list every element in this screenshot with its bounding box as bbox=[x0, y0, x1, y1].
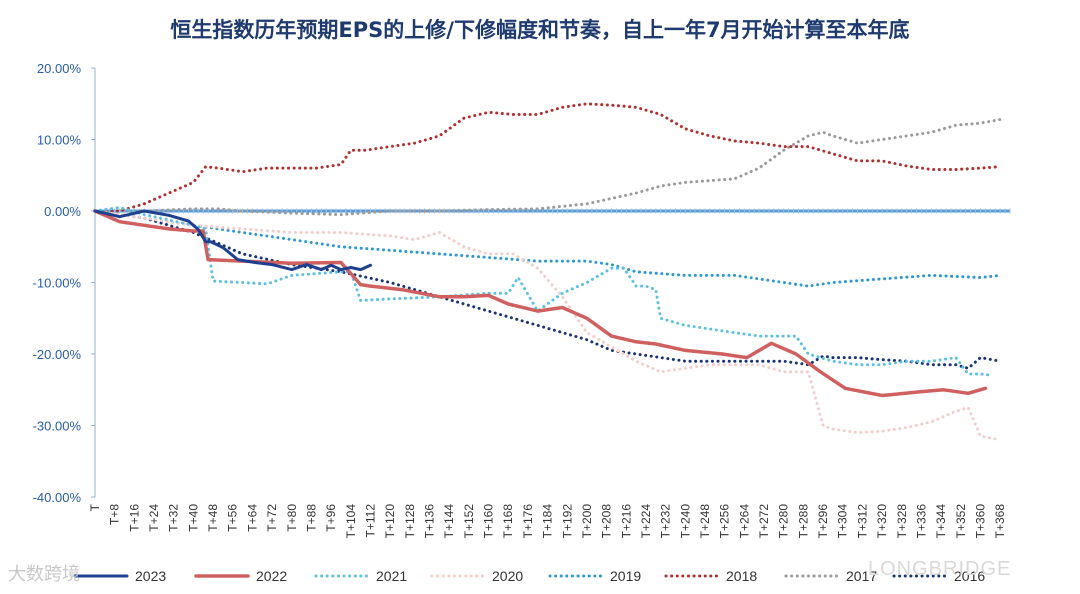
legend-label-2022: 2022 bbox=[256, 568, 287, 584]
x-tick-label: T+176 bbox=[521, 504, 535, 539]
legend-label-2021: 2021 bbox=[376, 568, 407, 584]
x-tick-label: T+112 bbox=[363, 504, 377, 538]
x-tick-label: T+72 bbox=[265, 504, 279, 532]
series-line-2022 bbox=[93, 209, 988, 398]
x-tick-label: T+8 bbox=[108, 504, 122, 525]
legend-label-2016: 2016 bbox=[954, 568, 985, 584]
y-tick-label: -30.00% bbox=[33, 419, 82, 434]
x-tick-label: T+216 bbox=[619, 504, 633, 539]
x-tick-label: T+128 bbox=[403, 504, 417, 539]
series-line-2017 bbox=[93, 118, 1002, 217]
y-tick-label: 0.00% bbox=[44, 204, 81, 219]
legend-label-2020: 2020 bbox=[492, 568, 523, 584]
y-tick-label: 20.00% bbox=[37, 61, 82, 76]
x-tick-label: T+344 bbox=[934, 504, 948, 539]
x-tick-label: T+136 bbox=[423, 504, 437, 539]
x-tick-label: T+280 bbox=[777, 504, 791, 539]
x-tick-label: T+32 bbox=[167, 504, 181, 532]
x-tick-label: T+360 bbox=[973, 504, 987, 539]
series-line-2021 bbox=[93, 205, 995, 377]
x-tick-label: T+96 bbox=[324, 504, 338, 532]
x-tick-label: T+16 bbox=[127, 504, 141, 532]
x-tick-label: T+240 bbox=[678, 504, 692, 539]
x-tick-label: T+64 bbox=[245, 504, 259, 532]
legend-label-2019: 2019 bbox=[610, 568, 641, 584]
x-tick-label: T+168 bbox=[501, 504, 515, 539]
x-tick-label: T+224 bbox=[639, 504, 653, 539]
series-line-2016 bbox=[93, 209, 1002, 370]
y-tick-label: 10.00% bbox=[37, 133, 82, 148]
series-line-2018 bbox=[93, 102, 1002, 213]
x-tick-label: T+48 bbox=[206, 504, 220, 532]
legend-label-2017: 2017 bbox=[846, 568, 877, 584]
series-line-2023 bbox=[93, 209, 372, 272]
x-tick-label: T+120 bbox=[383, 504, 397, 539]
x-tick-label: T+200 bbox=[580, 504, 594, 539]
x-tick-label: T+56 bbox=[226, 504, 240, 532]
watermark-logo-left: 大数跨境 bbox=[8, 564, 80, 585]
series-line-2019 bbox=[93, 209, 1002, 288]
x-tick-label: T+272 bbox=[757, 504, 771, 539]
x-tick-label: T+88 bbox=[304, 504, 318, 532]
series-line-2020 bbox=[93, 209, 1002, 442]
x-tick-label: T+256 bbox=[718, 504, 732, 539]
x-tick-label: T+288 bbox=[796, 504, 810, 539]
x-tick-label: T+24 bbox=[147, 504, 161, 532]
x-tick-label: T+208 bbox=[600, 504, 614, 539]
x-tick-label: T+40 bbox=[186, 504, 200, 532]
x-tick-label: T+80 bbox=[285, 504, 299, 532]
watermark-logo-right: LONGBRIDGE bbox=[868, 558, 1012, 580]
x-tick-label: T+368 bbox=[993, 504, 1007, 539]
x-tick-label: T+336 bbox=[914, 504, 928, 539]
y-tick-label: -20.00% bbox=[33, 347, 82, 362]
chart-title: 恒生指数历年预期EPS的上修/下修幅度和节奏，自上一年7月开始计算至本年底 bbox=[170, 18, 910, 42]
x-tick-label: T bbox=[88, 503, 102, 511]
y-tick-label: -40.00% bbox=[33, 490, 82, 505]
x-tick-label: T+248 bbox=[698, 504, 712, 539]
x-tick-label: T+232 bbox=[659, 504, 673, 539]
x-tick-label: T+312 bbox=[855, 504, 869, 539]
x-tick-label: T+160 bbox=[482, 504, 496, 539]
x-tick-label: T+320 bbox=[875, 504, 889, 539]
x-tick-label: T+352 bbox=[954, 504, 968, 539]
x-tick-label: T+184 bbox=[541, 504, 555, 539]
x-tick-label: T+104 bbox=[344, 504, 358, 539]
x-tick-label: T+192 bbox=[560, 504, 574, 539]
legend-label-2023: 2023 bbox=[135, 568, 166, 584]
x-tick-label: T+328 bbox=[895, 504, 909, 539]
legend-label-2018: 2018 bbox=[726, 568, 757, 584]
y-tick-label: -10.00% bbox=[33, 276, 82, 291]
x-tick-label: T+264 bbox=[737, 504, 751, 539]
x-tick-label: T+152 bbox=[462, 504, 476, 539]
x-tick-label: T+144 bbox=[442, 504, 456, 539]
x-tick-label: T+304 bbox=[836, 504, 850, 539]
x-tick-label: T+296 bbox=[816, 504, 830, 539]
